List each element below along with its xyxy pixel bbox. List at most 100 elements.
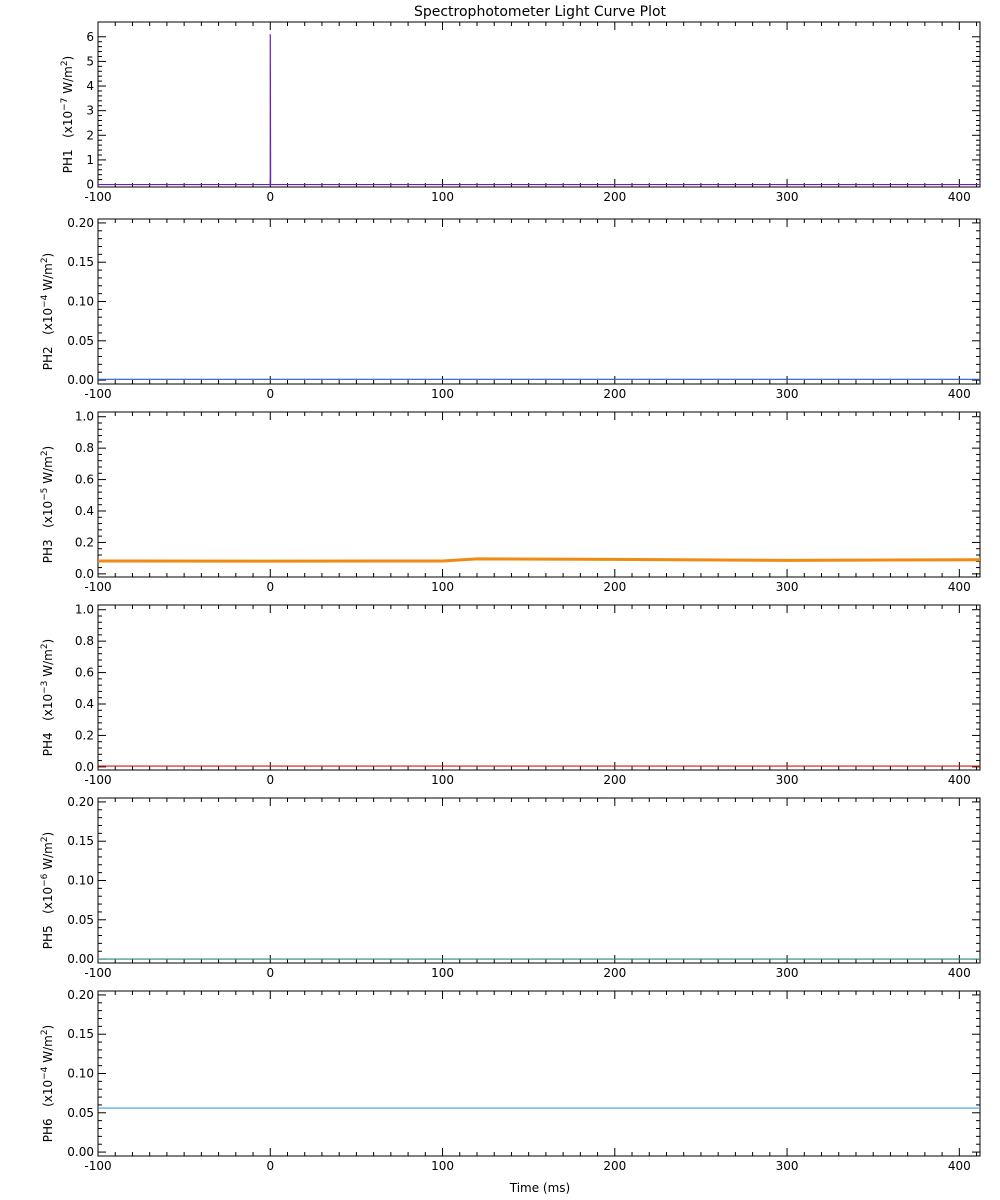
y-tick-label: 0.15	[67, 834, 94, 848]
y-tick-label: 1.0	[75, 410, 94, 424]
y-tick-label: 0.6	[75, 473, 94, 487]
x-tick-label: -100	[84, 1159, 111, 1173]
y-axis-label-part: −7	[60, 98, 70, 111]
x-tick-label: 100	[431, 387, 454, 401]
x-tick-label: 100	[431, 580, 454, 594]
y-axis-label-part: W/m	[61, 66, 75, 97]
y-axis-label-part: −4	[40, 1066, 50, 1080]
y-tick-label: 0.00	[67, 952, 94, 966]
x-tick-label: 400	[948, 580, 971, 594]
x-tick-label: 400	[948, 190, 971, 204]
y-tick-label: 0.20	[67, 795, 94, 809]
y-tick-label: 0.4	[75, 504, 94, 518]
x-tick-label: 200	[603, 1159, 626, 1173]
y-tick-label: 0.10	[67, 1067, 94, 1081]
plot-frame	[97, 218, 981, 385]
y-tick-label: 0.15	[67, 1027, 94, 1041]
y-axis-label: PH1 (x10−7 W/m2)	[60, 56, 75, 174]
y-tick-label: 0.00	[67, 1145, 94, 1159]
y-axis-label-part: W/m	[41, 842, 55, 873]
x-tick-label: -100	[84, 387, 111, 401]
y-axis-label-part: PH2 (x10	[41, 308, 55, 370]
x-tick-label: 200	[603, 387, 626, 401]
y-axis-label-part: 2	[40, 257, 50, 263]
y-tick-label: 2	[86, 128, 94, 142]
y-axis-label-part: 2	[40, 643, 50, 649]
y-axis-label: PH4 (x10−3 W/m2)	[40, 639, 55, 757]
y-tick-label: 0.4	[75, 697, 94, 711]
panel-ph4: -100 0 100 200 300 400 0.0 0.2 0.4 0.6 0.8 1.0 PH4 (…	[40, 603, 981, 787]
y-axis-label-part: PH5 (x10	[41, 887, 55, 949]
x-axis-label: Time (ms)	[509, 1181, 571, 1195]
x-tick-label: 200	[603, 580, 626, 594]
series-line	[97, 557, 981, 563]
y-axis-label-part: 2	[40, 1029, 50, 1035]
plot-frame	[97, 797, 981, 964]
y-axis-label-part: −3	[40, 681, 50, 694]
y-tick-label: 0.20	[67, 216, 94, 230]
y-axis-label-part: )	[41, 253, 55, 258]
y-tick-label: 0.6	[75, 666, 94, 680]
y-axis-label-part: )	[41, 446, 55, 451]
y-axis-label-part: 2	[60, 60, 70, 66]
y-tick-label: 0.05	[67, 334, 94, 348]
x-tick-label: 100	[431, 190, 454, 204]
x-tick-label: 400	[948, 387, 971, 401]
y-tick-label: 0.05	[67, 913, 94, 927]
y-axis-label: PH5 (x10−6 W/m2)	[40, 832, 55, 950]
plot-frame	[97, 411, 981, 578]
y-tick-label: 0.8	[75, 634, 94, 648]
y-tick-label: 0.0	[75, 567, 94, 581]
x-tick-label: 300	[776, 387, 799, 401]
y-axis-label-part: PH1 (x10	[61, 111, 75, 173]
y-axis-label-part: −6	[40, 873, 50, 887]
x-tick-label: 0	[266, 580, 274, 594]
x-tick-label: 100	[431, 1159, 454, 1173]
y-axis-label-part: −5	[40, 488, 50, 501]
y-axis-label-part: 2	[40, 836, 50, 842]
y-tick-label: 1.0	[75, 603, 94, 617]
y-axis-label-part: 2	[40, 450, 50, 456]
x-tick-label: 0	[266, 387, 274, 401]
y-tick-label: 0	[86, 178, 94, 192]
x-tick-label: 0	[266, 773, 274, 787]
y-tick-label: 5	[86, 54, 94, 68]
plot-frame	[97, 21, 981, 188]
y-axis-label-part: PH6 (x10	[41, 1080, 55, 1142]
series-line	[98, 34, 980, 186]
x-tick-label: 300	[776, 1159, 799, 1173]
y-tick-label: 1	[86, 153, 94, 167]
y-axis-label: PH3 (x10−5 W/m2)	[40, 446, 55, 564]
y-tick-label: 0.10	[67, 874, 94, 888]
x-tick-label: 300	[776, 966, 799, 980]
x-tick-label: 100	[431, 773, 454, 787]
y-axis-label-part: W/m	[41, 1035, 55, 1066]
x-tick-label: 0	[266, 190, 274, 204]
y-tick-label: 6	[86, 30, 94, 44]
x-tick-label: 400	[948, 1159, 971, 1173]
y-tick-label: 0.20	[67, 988, 94, 1002]
x-tick-label: -100	[84, 773, 111, 787]
y-axis-label-part: )	[61, 56, 75, 61]
x-tick-label: 0	[266, 1159, 274, 1173]
panel-ph6: -100 0 100 200 300 400 0.00 0.05 0.10 0.15 0.20 PH6…	[40, 988, 981, 1173]
y-axis-label-part: −4	[40, 294, 50, 308]
y-tick-label: 0.15	[67, 255, 94, 269]
x-tick-label: 400	[948, 773, 971, 787]
x-tick-label: 200	[603, 773, 626, 787]
plot-frame	[97, 604, 981, 771]
x-tick-label: 300	[776, 580, 799, 594]
x-tick-label: 400	[948, 966, 971, 980]
y-axis-label-part: PH3 (x10	[41, 501, 55, 563]
x-tick-label: 300	[776, 773, 799, 787]
chart-title: Spectrophotometer Light Curve Plot	[414, 4, 667, 20]
x-tick-label: 200	[603, 966, 626, 980]
y-tick-label: 0.00	[67, 373, 94, 387]
x-tick-label: 0	[266, 966, 274, 980]
y-axis-label-part: )	[41, 832, 55, 837]
y-tick-label: 0.2	[75, 728, 94, 742]
y-axis-label: PH6 (x10−4 W/m2)	[40, 1025, 55, 1143]
panel-ph2: -100 0 100 200 300 400 0.00 0.05 0.10 0.15 0.20 PH2…	[40, 216, 981, 401]
